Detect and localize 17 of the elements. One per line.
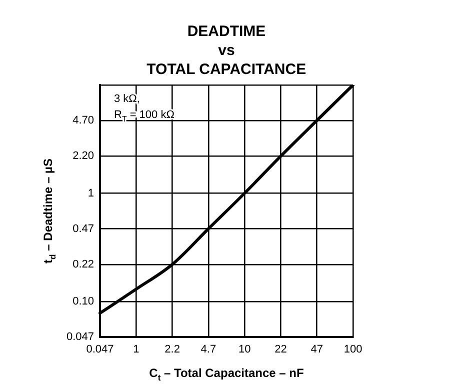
x-tick-label: 1	[133, 344, 140, 356]
chart-title: DEADTIME vs TOTAL CAPACITANCE	[146, 23, 306, 78]
y-tick-label: 4.70	[72, 114, 94, 127]
y-axis-title: td – Deadtime – µS	[41, 158, 58, 264]
x-tick-label: 0.047	[86, 344, 114, 356]
x-tick-label: 10	[238, 344, 251, 356]
y-tick-label: 1	[88, 187, 94, 200]
x-tick-label: 47	[310, 344, 323, 356]
y-tick-label: 0.047	[66, 331, 94, 344]
x-tick-label: 100	[344, 344, 362, 356]
y-tick-label: 2.20	[72, 150, 94, 162]
x-tick-label: 2.2	[164, 344, 180, 356]
y-tick-label: 0.47	[72, 222, 94, 235]
x-tick-label: 4.7	[200, 344, 216, 356]
x-tick-label: 22	[274, 344, 287, 356]
y-tick-label: 0.10	[72, 296, 94, 308]
y-tick-label: 0.22	[72, 258, 94, 270]
